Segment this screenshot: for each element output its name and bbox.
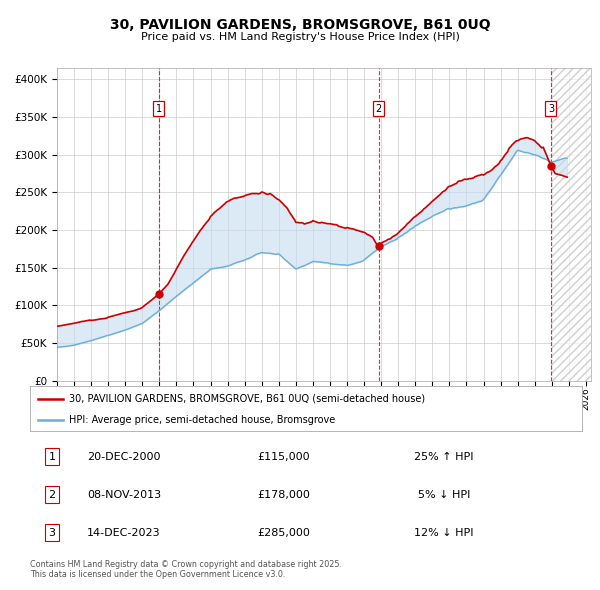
Text: 3: 3 bbox=[49, 527, 56, 537]
Text: 30, PAVILION GARDENS, BROMSGROVE, B61 0UQ: 30, PAVILION GARDENS, BROMSGROVE, B61 0U… bbox=[110, 18, 490, 32]
Text: 1: 1 bbox=[49, 452, 56, 461]
Text: £178,000: £178,000 bbox=[257, 490, 310, 500]
Text: Contains HM Land Registry data © Crown copyright and database right 2025.: Contains HM Land Registry data © Crown c… bbox=[30, 559, 342, 569]
Text: 3: 3 bbox=[548, 103, 554, 113]
Text: £285,000: £285,000 bbox=[257, 527, 310, 537]
Text: Price paid vs. HM Land Registry's House Price Index (HPI): Price paid vs. HM Land Registry's House … bbox=[140, 32, 460, 41]
Text: This data is licensed under the Open Government Licence v3.0.: This data is licensed under the Open Gov… bbox=[30, 570, 286, 579]
Text: £115,000: £115,000 bbox=[257, 452, 310, 461]
Text: 20-DEC-2000: 20-DEC-2000 bbox=[87, 452, 161, 461]
Text: 2: 2 bbox=[49, 490, 56, 500]
Text: 30, PAVILION GARDENS, BROMSGROVE, B61 0UQ (semi-detached house): 30, PAVILION GARDENS, BROMSGROVE, B61 0U… bbox=[68, 394, 425, 404]
Text: HPI: Average price, semi-detached house, Bromsgrove: HPI: Average price, semi-detached house,… bbox=[68, 415, 335, 425]
Text: 2: 2 bbox=[376, 103, 382, 113]
Text: 14-DEC-2023: 14-DEC-2023 bbox=[87, 527, 161, 537]
Text: 12% ↓ HPI: 12% ↓ HPI bbox=[414, 527, 474, 537]
Text: 25% ↑ HPI: 25% ↑ HPI bbox=[414, 452, 474, 461]
Text: 08-NOV-2013: 08-NOV-2013 bbox=[87, 490, 161, 500]
Text: 1: 1 bbox=[156, 103, 162, 113]
Text: 5% ↓ HPI: 5% ↓ HPI bbox=[418, 490, 470, 500]
